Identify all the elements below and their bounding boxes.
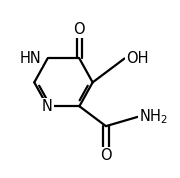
Text: OH: OH xyxy=(126,51,148,66)
Text: HN: HN xyxy=(19,51,41,66)
Text: NH$_2$: NH$_2$ xyxy=(139,108,168,126)
Text: N: N xyxy=(42,99,53,114)
Text: O: O xyxy=(74,22,85,37)
Text: O: O xyxy=(100,148,112,163)
